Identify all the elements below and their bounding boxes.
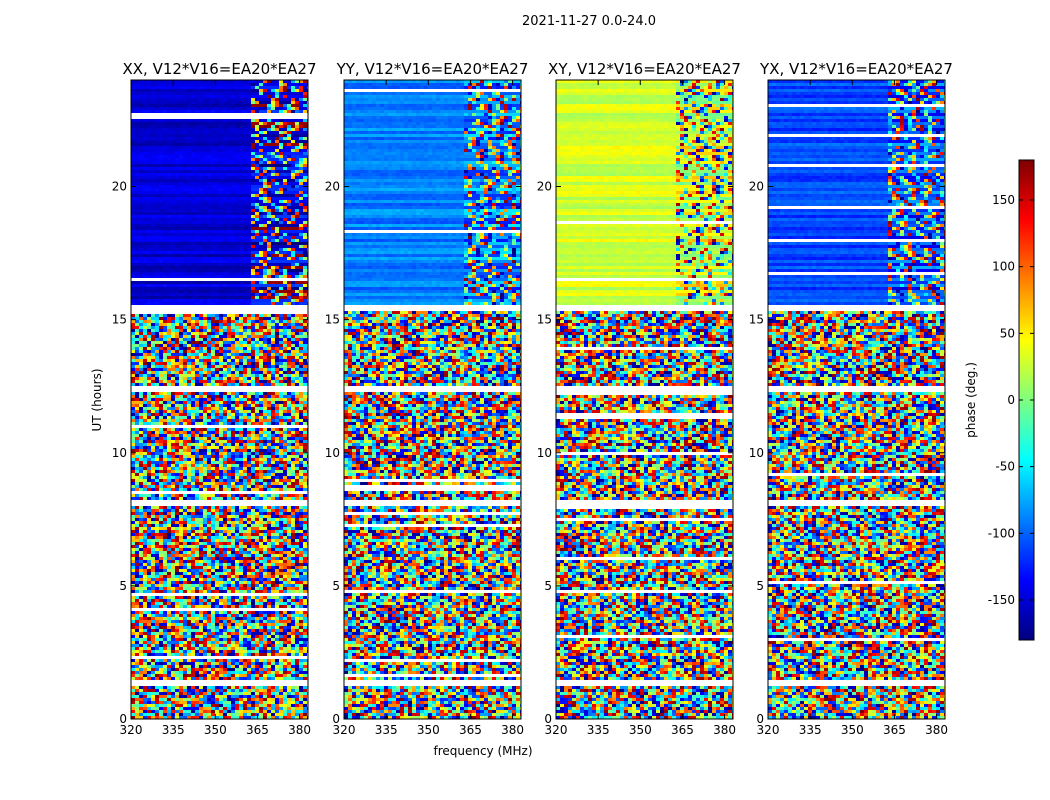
x-tick-label: 335 [162,723,185,737]
x-tick-label: 350 [841,723,864,737]
y-tick-label: 10 [325,446,340,460]
x-tick-label: 350 [417,723,440,737]
y-axis-label: UT (hours) [90,368,104,431]
colorbar-tick-label: 50 [1000,326,1015,340]
panel-title: YX, V12*V16=EA20*EA27 [759,60,953,78]
x-tick-label: 365 [246,723,269,737]
y-tick-label: 15 [325,313,340,327]
colorbar-tick-label: 0 [1007,393,1015,407]
plot-frame [130,79,309,720]
panel-title: XY, V12*V16=EA20*EA27 [548,60,741,78]
phase-heatmap-cells [344,80,521,719]
y-tick-label: 0 [756,712,764,726]
plot-frame [767,79,946,720]
panel-title: YY, V12*V16=EA20*EA27 [336,60,529,78]
x-tick-label: 335 [799,723,822,737]
y-tick-label: 5 [544,579,552,593]
panel-title: XX, V12*V16=EA20*EA27 [122,60,316,78]
y-tick-label: 5 [119,579,127,593]
colorbar-tick-label: -100 [988,526,1015,540]
colorbar-label: phase (deg.) [964,362,978,438]
y-tick-label: 5 [756,579,764,593]
plot-frame [343,79,522,720]
y-tick-label: 20 [325,180,340,194]
panel-1: YY, V12*V16=EA20*EA27 320 335 350 365 380 0 5 10… [325,60,529,737]
y-tick-label: 0 [332,712,340,726]
y-tick-label: 20 [749,180,764,194]
y-tick-label: 10 [537,446,552,460]
y-tick-label: 15 [112,313,127,327]
x-tick-label: 380 [713,723,736,737]
x-tick-label: 350 [629,723,652,737]
y-tick-label: 0 [544,712,552,726]
x-tick-label: 380 [501,723,524,737]
colorbar-tick-label: -50 [995,460,1015,474]
x-tick-label: 335 [375,723,398,737]
x-tick-label: 320 [333,723,356,737]
x-axis-label: frequency (MHz) [433,744,532,758]
x-tick-label: 320 [120,723,143,737]
y-tick-label: 20 [112,180,127,194]
y-tick-label: 20 [537,180,552,194]
y-tick-label: 0 [119,712,127,726]
x-tick-label: 365 [883,723,906,737]
panel-2: XY, V12*V16=EA20*EA27 320 335 350 365 380 0 5 10… [537,60,741,737]
y-tick-label: 10 [112,446,127,460]
y-tick-label: 10 [749,446,764,460]
y-tick-label: 15 [749,313,764,327]
y-tick-label: 15 [537,313,552,327]
panel-3: YX, V12*V16=EA20*EA27 320 335 350 365 380 0 5 10… [749,60,953,737]
colorbar-tick-label: 100 [992,260,1015,274]
x-tick-label: 365 [459,723,482,737]
colorbar-tick-label: 150 [992,193,1015,207]
colorbar-tick-label: -150 [988,593,1015,607]
phase-heatmap-cells [768,80,945,719]
x-tick-label: 320 [545,723,568,737]
phase-heatmap-cells [131,80,308,719]
plot-frame [555,79,734,720]
x-tick-label: 380 [925,723,948,737]
phase-heatmap-cells [556,80,733,719]
x-tick-label: 350 [204,723,227,737]
x-tick-label: 335 [587,723,610,737]
x-tick-label: 365 [671,723,694,737]
x-tick-label: 320 [757,723,780,737]
y-tick-label: 5 [332,579,340,593]
figure-suptitle: 2021-11-27 0.0-24.0 [128,14,1050,29]
panel-0: XX, V12*V16=EA20*EA27 320 335 350 365 380 0 5 10… [112,60,317,737]
colorbar: -150 -100 -50 0 50 100 150 phase (deg.) [964,159,1035,641]
x-tick-label: 380 [288,723,311,737]
